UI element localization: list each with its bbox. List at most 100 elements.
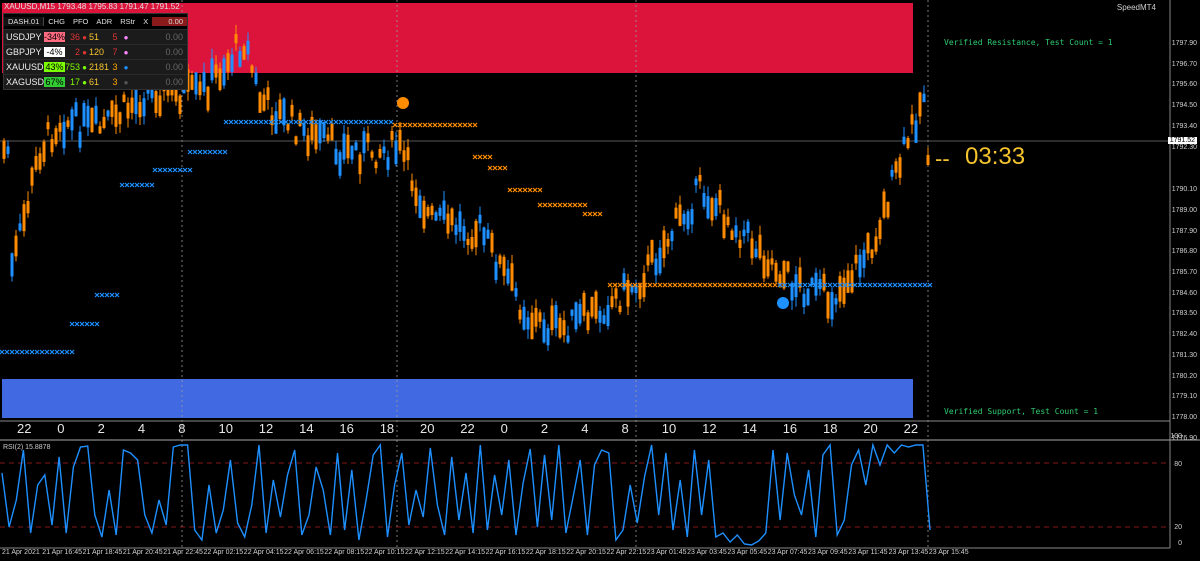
dashboard-row[interactable]: XAGUSD 67% 17 ● 61 3 ● 0.00 [4, 74, 187, 89]
adr-cell: 2181 [89, 62, 110, 72]
date-tick-label: 22 Apr 22:15 [606, 549, 647, 556]
date-tick-label: 22 Apr 04:15 [243, 549, 284, 556]
hour-tick-label: 14 [742, 421, 757, 436]
broker-label: SpeedMT4 [1116, 3, 1156, 12]
date-tick-label: 22 Apr 20:15 [566, 549, 606, 556]
orange-signal-dot [397, 97, 409, 109]
price-tick-label: 1778.00 [1171, 413, 1197, 421]
hour-tick-label: 22 [17, 421, 32, 436]
resistance-label: Verified Resistance, Test Count = 1 [944, 38, 1113, 47]
date-tick-label: 22 Apr 02:15 [203, 549, 244, 556]
hour-tick-label: 0 [57, 421, 65, 436]
rstr-cell: 3 [112, 62, 118, 72]
date-tick-label: 23 Apr 03:45 [687, 549, 727, 556]
pfo-cell: 2 [74, 47, 80, 57]
price-tick-label: 1776.90 [1171, 434, 1197, 442]
adr-cell: 120 [89, 47, 105, 57]
dashboard-panel[interactable]: DASH.01 CHG PFO ADR RStr X 0.00 USDJPY -3… [3, 13, 188, 90]
symbol-label[interactable]: XAUUSD [6, 62, 44, 72]
symbol-label[interactable]: GBPJPY [6, 47, 42, 57]
adr-cell: 61 [89, 77, 100, 87]
header-pfo[interactable]: PFO [72, 17, 89, 26]
price-tick-label: 1792.30 [1171, 143, 1197, 151]
value-cell: 0.00 [165, 47, 183, 57]
rsi-level-label: 20 [1174, 524, 1182, 531]
rsi-level-label: 0 [1178, 540, 1182, 547]
adr-cell: 51 [89, 32, 100, 42]
dashboard-row[interactable]: XAUUSD 43% 753 ● 2181 3 ● 0.00 [4, 59, 187, 74]
price-tick-label: 1784.60 [1171, 289, 1197, 297]
header-chg[interactable]: CHG [48, 17, 65, 26]
date-tick-label: 21 Apr 2021 [2, 549, 40, 556]
date-tick-label: 21 Apr 16:45 [42, 549, 82, 556]
pfo-cell: 753 [65, 62, 81, 72]
header-adr[interactable]: ADR [96, 17, 113, 26]
change-cell: 43% [44, 62, 65, 72]
date-tick-label: 21 Apr 22:45 [163, 549, 203, 556]
hour-tick-label: 16 [782, 421, 798, 436]
date-tick-label: 22 Apr 08:15 [324, 549, 365, 556]
candle-countdown: 03:33 [965, 143, 1026, 170]
dashboard-name: DASH.01 [4, 17, 45, 26]
status-dot-icon: ● [82, 47, 87, 57]
dashboard-header: DASH.01 CHG PFO ADR RStr X 0.00 [4, 14, 187, 29]
support-label: Verified Support, Test Count = 1 [944, 407, 1099, 416]
blue-signal-dot [777, 297, 789, 309]
date-tick-label: 22 Apr 06:15 [284, 549, 324, 556]
countdown-dash: -- [935, 146, 950, 171]
last-price-tag: 1791.52 [1167, 137, 1197, 144]
hour-tick-label: 0 [500, 421, 508, 436]
hour-tick-label: 12 [258, 421, 274, 436]
price-tick-label: 1794.50 [1171, 102, 1197, 110]
strength-dot-icon: ● [123, 32, 129, 42]
price-tick-label: 1779.10 [1171, 393, 1197, 401]
hour-tick-label: 4 [137, 421, 146, 436]
hour-tick-label: 4 [581, 421, 589, 436]
price-tick-label: 1789.00 [1171, 206, 1197, 214]
date-tick-label: 21 Apr 20:45 [122, 549, 163, 556]
price-tick-label: 1781.30 [1171, 351, 1197, 359]
value-cell: 0.00 [165, 62, 183, 72]
value-cell: 0.00 [165, 77, 183, 87]
date-tick-label: 23 Apr 09:45 [808, 549, 848, 556]
hour-tick-label: 10 [661, 421, 677, 436]
date-tick-label: 21 Apr 18:45 [82, 549, 123, 556]
header-rstr[interactable]: RStr [120, 17, 136, 26]
hour-tick-label: 18 [823, 421, 838, 436]
symbol-label[interactable]: USDJPY [6, 32, 42, 42]
status-dot-icon: ● [82, 62, 87, 72]
price-tick-label: 1793.40 [1171, 122, 1197, 130]
hour-tick-label: 16 [339, 421, 354, 436]
hour-tick-label: 14 [299, 421, 314, 436]
date-tick-label: 22 Apr 18:15 [525, 549, 566, 556]
hour-tick-label: 22 [460, 421, 475, 436]
hour-tick-label: 18 [379, 421, 395, 436]
pfo-cell: 17 [69, 77, 80, 87]
rstr-cell: 7 [112, 47, 118, 57]
date-tick-label: 22 Apr 10:15 [364, 549, 405, 556]
symbol-label[interactable]: XAGUSD [6, 77, 45, 87]
hour-tick-label: 8 [178, 421, 186, 436]
price-tick-label: 1783.50 [1171, 310, 1197, 318]
hour-tick-label: 10 [218, 421, 233, 436]
price-tick-label: 1797.90 [1171, 40, 1197, 47]
status-dot-icon: ● [82, 32, 87, 42]
close-button[interactable]: X [143, 17, 149, 26]
rsi-level-label: 80 [1174, 461, 1182, 468]
change-cell: 67% [44, 77, 65, 87]
rsi-line [1, 442, 931, 546]
price-tick-label: 1782.40 [1171, 331, 1197, 339]
dashboard-row[interactable]: USDJPY -34% 36 ● 51 5 ● 0.00 [4, 29, 187, 44]
header-value: 0.00 [152, 17, 187, 26]
value-cell: 0.00 [165, 32, 183, 42]
support-zone [2, 379, 913, 418]
candlesticks [2, 24, 930, 351]
date-tick-label: 23 Apr 01:45 [646, 549, 687, 556]
rsi-level-label: 100 [1170, 433, 1182, 440]
price-tick-label: 1795.60 [1171, 81, 1197, 89]
date-tick-label: 22 Apr 16:15 [485, 549, 526, 556]
date-tick-label: 23 Apr 15:45 [928, 549, 969, 556]
dashboard-row[interactable]: GBPJPY -4% 2 ● 120 7 ● 0.00 [4, 44, 187, 59]
hour-tick-label: 8 [621, 421, 629, 436]
